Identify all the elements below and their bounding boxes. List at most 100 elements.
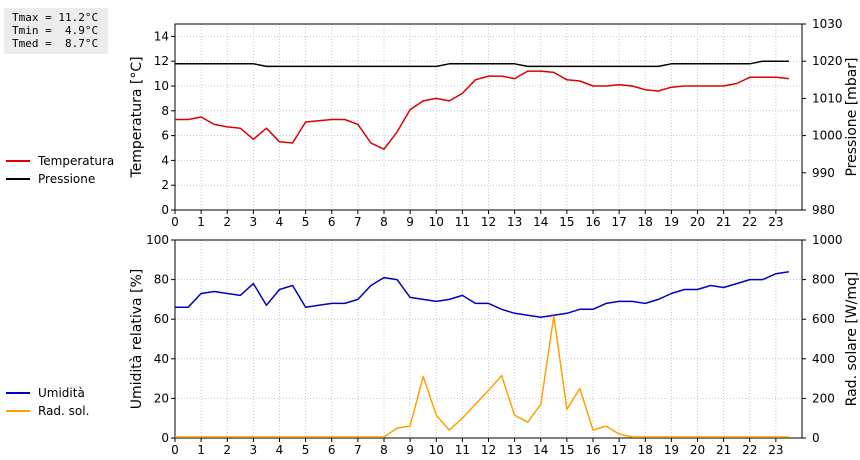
x-tick-label: 19 <box>664 215 679 229</box>
legend-item-radiation: Rad. sol. <box>6 402 89 420</box>
y-left-tick-label: 14 <box>154 29 169 43</box>
stats-box: Tmax = 11.2°C Tmin = 4.9°C Tmed = 8.7°C <box>4 8 108 54</box>
x-tick-label: 4 <box>276 443 284 457</box>
y-right-tick-label: 0 <box>812 431 820 445</box>
y-left-axis-title: Umidità relativa [%] <box>129 269 145 410</box>
x-tick-label: 4 <box>276 215 284 229</box>
x-tick-label: 18 <box>638 443 653 457</box>
legend-label-radiation: Rad. sol. <box>38 404 90 418</box>
x-tick-label: 6 <box>328 443 336 457</box>
x-tick-label: 10 <box>429 443 444 457</box>
x-tick-label: 0 <box>171 215 179 229</box>
x-tick-label: 1 <box>197 215 205 229</box>
x-tick-label: 22 <box>742 443 757 457</box>
x-tick-label: 17 <box>611 443 626 457</box>
x-tick-label: 18 <box>638 215 653 229</box>
y-left-tick-label: 0 <box>161 431 169 445</box>
y-left-tick-label: 2 <box>161 178 169 192</box>
x-tick-label: 20 <box>690 443 705 457</box>
x-tick-label: 12 <box>481 443 496 457</box>
legend-swatch-pressure <box>6 178 30 180</box>
y-left-tick-label: 80 <box>154 273 169 287</box>
legend-swatch-humidity <box>6 392 30 394</box>
x-tick-label: 10 <box>429 215 444 229</box>
y-left-tick-label: 4 <box>161 153 169 167</box>
y-left-tick-label: 40 <box>154 352 169 366</box>
x-tick-label: 11 <box>455 443 470 457</box>
x-tick-label: 3 <box>250 443 258 457</box>
y-right-tick-label: 980 <box>812 203 835 217</box>
legend-label-temperature: Temperatura <box>38 154 115 168</box>
x-tick-label: 13 <box>507 215 522 229</box>
y-right-tick-label: 400 <box>812 352 835 366</box>
x-tick-label: 9 <box>406 443 414 457</box>
y-right-tick-label: 1020 <box>812 54 843 68</box>
y-left-tick-label: 6 <box>161 129 169 143</box>
legend-bottom: Umidità Rad. sol. <box>6 384 89 420</box>
x-tick-label: 17 <box>611 215 626 229</box>
x-tick-label: 23 <box>768 215 783 229</box>
y-right-tick-label: 1000 <box>812 233 843 247</box>
x-tick-label: 5 <box>302 215 310 229</box>
y-left-tick-label: 100 <box>146 233 169 247</box>
x-tick-label: 2 <box>223 215 231 229</box>
x-tick-label: 15 <box>559 215 574 229</box>
y-left-tick-label: 0 <box>161 203 169 217</box>
x-tick-label: 5 <box>302 443 310 457</box>
x-tick-label: 23 <box>768 443 783 457</box>
x-tick-label: 19 <box>664 443 679 457</box>
y-right-tick-label: 1000 <box>812 129 843 143</box>
legend-item-pressure: Pressione <box>6 170 114 188</box>
x-tick-label: 21 <box>716 443 731 457</box>
tmed-text: Tmed = 8.7°C <box>12 37 99 50</box>
x-tick-label: 11 <box>455 215 470 229</box>
series-line-radiation <box>175 315 789 438</box>
series-line-temperature <box>175 70 789 150</box>
legend-swatch-radiation <box>6 410 30 412</box>
y-left-tick-label: 12 <box>154 54 169 68</box>
y-right-tick-label: 200 <box>812 391 835 405</box>
legend-top: Temperatura Pressione <box>6 152 114 188</box>
series-line-pressure <box>175 60 789 68</box>
x-tick-label: 6 <box>328 215 336 229</box>
y-left-tick-label: 8 <box>161 104 169 118</box>
legend-item-temperature: Temperatura <box>6 152 114 170</box>
x-tick-label: 15 <box>559 443 574 457</box>
y-left-tick-label: 10 <box>154 79 169 93</box>
legend-item-humidity: Umidità <box>6 384 89 402</box>
x-tick-label: 14 <box>533 215 548 229</box>
y-right-axis-title: Rad. solare [W/mq] <box>844 272 860 407</box>
x-tick-label: 14 <box>533 443 548 457</box>
x-tick-label: 2 <box>223 443 231 457</box>
tmin-text: Tmin = 4.9°C <box>12 24 99 37</box>
x-tick-label: 3 <box>250 215 258 229</box>
x-tick-label: 20 <box>690 215 705 229</box>
x-tick-label: 16 <box>585 215 600 229</box>
y-right-tick-label: 1010 <box>812 91 843 105</box>
x-tick-label: 13 <box>507 443 522 457</box>
x-tick-label: 9 <box>406 215 414 229</box>
x-tick-label: 8 <box>380 215 388 229</box>
y-right-axis-title: Pressione [mbar] <box>844 57 860 176</box>
y-left-tick-label: 20 <box>154 391 169 405</box>
y-right-tick-label: 1030 <box>812 17 843 31</box>
x-tick-label: 7 <box>354 443 362 457</box>
y-right-tick-label: 800 <box>812 273 835 287</box>
y-left-tick-label: 60 <box>154 312 169 326</box>
y-right-tick-label: 600 <box>812 312 835 326</box>
legend-swatch-temperature <box>6 160 30 162</box>
legend-label-humidity: Umidità <box>38 386 85 400</box>
series-line-humidity <box>175 270 790 318</box>
x-tick-label: 16 <box>585 443 600 457</box>
x-tick-label: 0 <box>171 443 179 457</box>
x-tick-label: 22 <box>742 215 757 229</box>
x-tick-label: 21 <box>716 215 731 229</box>
legend-label-pressure: Pressione <box>38 172 96 186</box>
y-left-axis-title: Temperatura [°C] <box>129 56 145 178</box>
x-tick-label: 1 <box>197 443 205 457</box>
x-tick-label: 8 <box>380 443 388 457</box>
x-tick-label: 7 <box>354 215 362 229</box>
x-tick-label: 12 <box>481 215 496 229</box>
y-right-tick-label: 990 <box>812 166 835 180</box>
